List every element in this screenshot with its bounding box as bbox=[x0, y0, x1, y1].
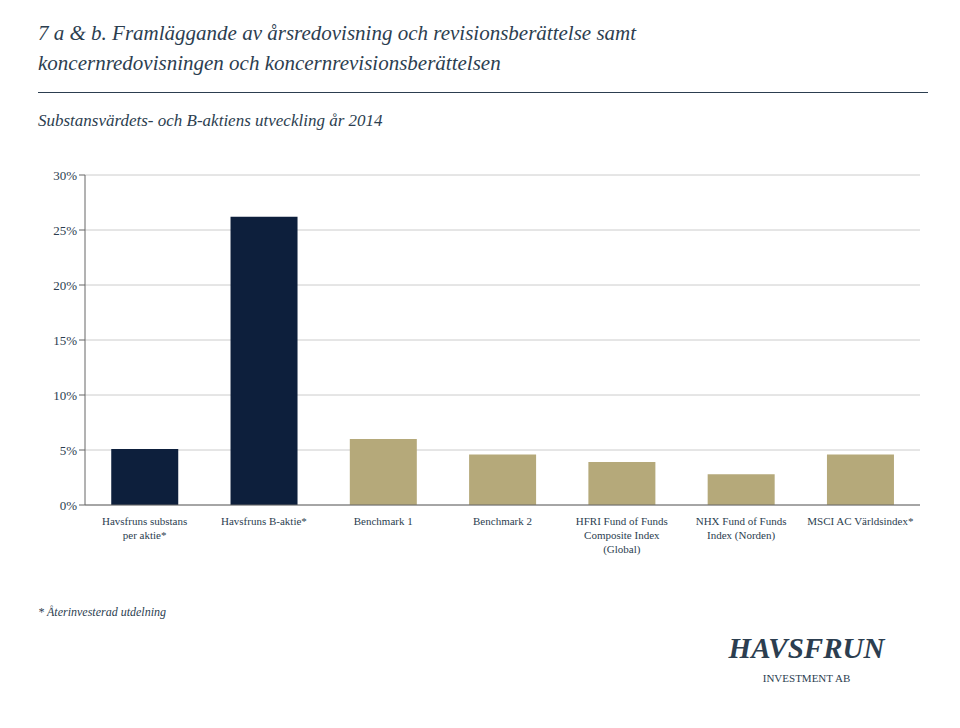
svg-text:30%: 30% bbox=[53, 168, 77, 183]
svg-text:10%: 10% bbox=[53, 388, 77, 403]
html-text:koncernredovisningen och konce: koncernredovisningen och koncernrevision… bbox=[38, 51, 501, 75]
html-text:HAVSFRUN: HAVSFRUN bbox=[728, 632, 885, 664]
svg-text:Havsfruns substansper aktie*: Havsfruns substansper aktie* bbox=[102, 515, 187, 541]
svg-text:MSCI AC Världsindex*: MSCI AC Världsindex* bbox=[807, 515, 913, 527]
svg-text:20%: 20% bbox=[53, 278, 77, 293]
svg-text:25%: 25% bbox=[53, 223, 77, 238]
svg-text:Benchmark 2: Benchmark 2 bbox=[473, 515, 532, 527]
svg-text:0%: 0% bbox=[60, 498, 78, 513]
html-text:Substansvärdets- och B-aktiens: Substansvärdets- och B-aktiens utvecklin… bbox=[38, 111, 383, 130]
svg-text:Havsfruns B-aktie*: Havsfruns B-aktie* bbox=[221, 515, 307, 527]
svg-text:HFRI Fund of FundsComposite In: HFRI Fund of FundsComposite Index(Global… bbox=[576, 515, 668, 556]
html-text:* Återinvesterad utdelning: * Återinvesterad utdelning bbox=[38, 605, 166, 619]
svg-text:NHX Fund of FundsIndex (Norden: NHX Fund of FundsIndex (Norden) bbox=[696, 515, 787, 542]
html-text:7 a & b. Framläggande av årsre: 7 a & b. Framläggande av årsredovisning … bbox=[38, 21, 637, 45]
svg-text:Benchmark 1: Benchmark 1 bbox=[354, 515, 413, 527]
svg-text:15%: 15% bbox=[53, 333, 77, 348]
svg-text:5%: 5% bbox=[60, 443, 78, 458]
html-text:INVESTMENT AB: INVESTMENT AB bbox=[762, 672, 851, 684]
